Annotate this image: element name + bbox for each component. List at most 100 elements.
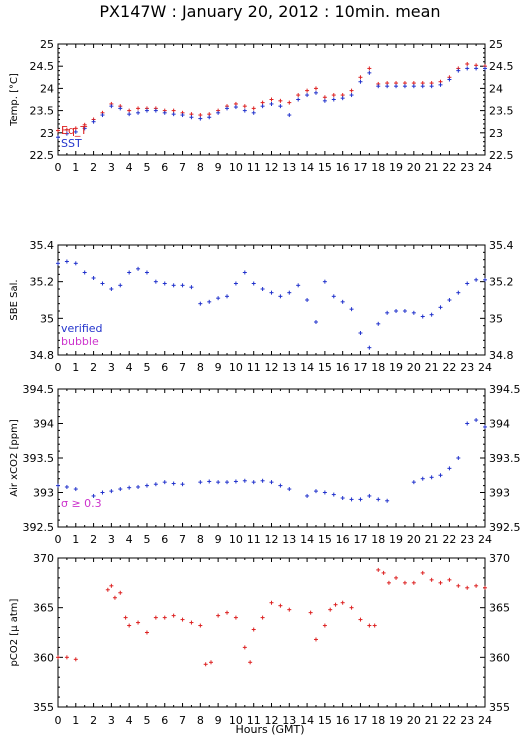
data-point (438, 82, 443, 87)
data-point (429, 577, 434, 582)
data-point (251, 480, 256, 485)
data-point (278, 294, 283, 299)
data-point (483, 66, 487, 71)
data-point (358, 617, 363, 622)
x-tick-label: 7 (179, 161, 186, 174)
data-point (331, 492, 336, 497)
x-tick-label: 8 (197, 533, 204, 546)
x-tick-label: 7 (179, 714, 186, 727)
data-point (162, 480, 167, 485)
x-tick-label: 24 (478, 533, 492, 546)
y-tick-label-right: 35 (489, 312, 503, 325)
y-tick-label-left: 392.5 (23, 521, 55, 534)
data-point (64, 484, 69, 489)
data-point (109, 489, 114, 494)
y-axis-label: Air xCO2 [ppm] (9, 419, 20, 497)
x-tick-label: 17 (353, 714, 367, 727)
x-tick-label: 14 (300, 361, 314, 374)
data-point (367, 70, 372, 75)
data-point (109, 104, 114, 109)
data-point (287, 290, 292, 295)
data-point (64, 131, 69, 136)
data-point (118, 487, 123, 492)
data-point (242, 108, 247, 113)
legend-entry: bubble (61, 335, 99, 348)
panel-2: 0 1 2 3 4 5 6 7 8 9 10 11 12 13 14 15 16 17 18 19 20 21 22 23 24… (9, 239, 514, 374)
data-point (438, 580, 443, 585)
data-point (331, 93, 336, 98)
x-tick-label: 16 (336, 714, 350, 727)
data-point (349, 93, 354, 98)
data-point (340, 96, 345, 101)
data-point (287, 113, 292, 118)
y-tick-label-right: 394.5 (489, 383, 521, 396)
x-tick-label: 12 (265, 161, 279, 174)
data-point (269, 480, 274, 485)
data-point (331, 97, 336, 102)
data-point (216, 613, 221, 618)
data-point (153, 615, 158, 620)
legend-entry: verified (61, 322, 103, 335)
data-point (358, 497, 363, 502)
series-1 (56, 61, 487, 133)
data-point (367, 66, 372, 71)
data-point (242, 645, 247, 650)
x-tick-label: 15 (318, 161, 332, 174)
data-point (305, 93, 310, 98)
y-tick-label-right: 394 (489, 418, 510, 431)
data-point (225, 610, 230, 615)
data-point (198, 623, 203, 628)
x-tick-label: 11 (247, 161, 261, 174)
y-tick-label-right: 24.5 (489, 60, 514, 73)
x-tick-label: 17 (353, 361, 367, 374)
y-axis-label: pCO2 [μ atm] (9, 598, 20, 666)
data-point (162, 110, 167, 115)
data-point (171, 108, 176, 113)
data-point (340, 600, 345, 605)
y-tick-label-left: 35.4 (30, 239, 55, 252)
x-tick-label: 9 (215, 533, 222, 546)
sigma-annotation: σ ≥ 0.3 (61, 497, 102, 510)
data-point (100, 490, 105, 495)
data-point (73, 129, 78, 134)
data-point (287, 100, 292, 105)
data-point (322, 623, 327, 628)
x-tick-label: 24 (478, 714, 492, 727)
data-point (411, 84, 416, 89)
data-point (331, 294, 336, 299)
data-point (367, 493, 372, 498)
data-point (376, 84, 381, 89)
y-tick-label-left: 355 (33, 701, 54, 714)
data-point (209, 660, 214, 665)
data-point (216, 296, 221, 301)
data-point (376, 497, 381, 502)
data-point (171, 613, 176, 618)
data-point (340, 299, 345, 304)
data-point (73, 487, 78, 492)
y-tick-label-left: 360 (33, 651, 54, 664)
x-tick-label: 22 (442, 533, 456, 546)
x-tick-label: 15 (318, 533, 332, 546)
data-point (429, 312, 434, 317)
x-tick-label: 21 (425, 714, 439, 727)
data-point (127, 623, 132, 628)
x-tick-label: 20 (407, 361, 421, 374)
data-point (349, 88, 354, 93)
x-tick-label: 21 (425, 161, 439, 174)
data-point (64, 127, 69, 132)
data-point (376, 567, 381, 572)
data-point (251, 110, 256, 115)
data-point (420, 570, 425, 575)
y-tick-label-left: 23.5 (30, 105, 55, 118)
x-tick-label: 11 (247, 361, 261, 374)
data-point (447, 577, 452, 582)
x-tick-label: 18 (371, 714, 385, 727)
data-point (73, 126, 78, 131)
data-point (313, 637, 318, 642)
data-point (474, 418, 479, 423)
data-point (358, 79, 363, 84)
data-point (216, 110, 221, 115)
data-point (242, 270, 247, 275)
data-point (171, 481, 176, 486)
x-tick-label: 19 (389, 533, 403, 546)
